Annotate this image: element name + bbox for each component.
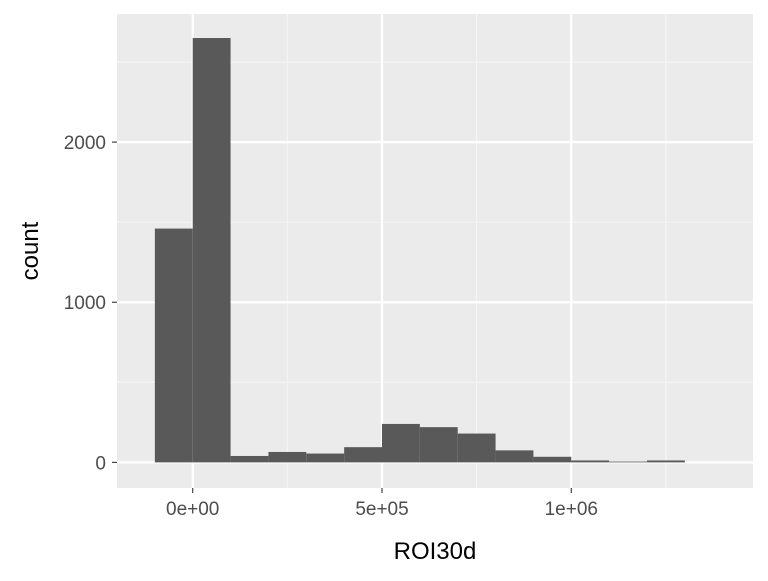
- y-tick-label: 2000: [64, 133, 106, 154]
- histogram-bar: [647, 460, 685, 463]
- histogram-bar: [382, 423, 420, 463]
- y-axis-title: count: [17, 221, 44, 280]
- x-axis-title: ROI30d: [394, 538, 477, 565]
- histogram-bar: [344, 447, 382, 463]
- histogram-bar: [306, 453, 345, 463]
- y-tick-label: 0: [95, 453, 106, 474]
- histogram-bar: [495, 450, 534, 463]
- x-tick-label: 1e+06: [545, 499, 598, 520]
- histogram-bars: [154, 38, 685, 463]
- y-tick-label: 1000: [64, 293, 106, 314]
- histogram-bar: [268, 451, 307, 463]
- histogram-bar: [457, 433, 496, 463]
- histogram-bar: [419, 427, 458, 463]
- histogram-bar: [609, 461, 647, 463]
- x-tick-label: 5e+05: [355, 499, 408, 520]
- histogram-bar: [154, 228, 193, 463]
- histogram-bar: [533, 456, 572, 463]
- histogram-bar: [230, 455, 269, 463]
- x-tick-label: 0e+00: [166, 499, 219, 520]
- y-axis: 0 1000 2000: [64, 133, 117, 474]
- histogram-bar: [192, 38, 231, 463]
- histogram-bar: [571, 460, 610, 463]
- x-axis: 0e+00 5e+05 1e+06: [166, 488, 598, 520]
